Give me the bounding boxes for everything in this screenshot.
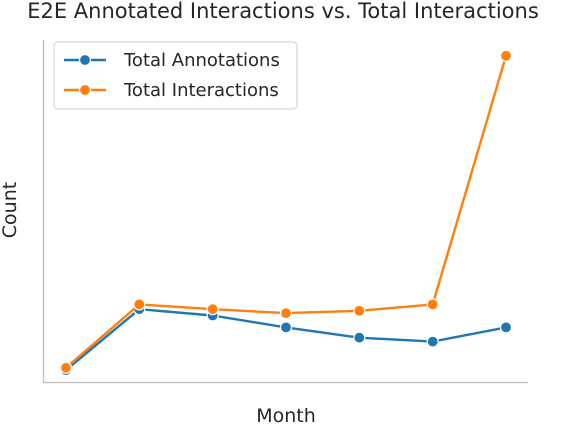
chart-title: E2E Annotated Interactions vs. Total Int…: [27, 0, 539, 23]
data-point-0-5: [426, 335, 439, 348]
x-axis-label: Month: [256, 405, 316, 426]
legend-label-0: Total Annotations: [123, 50, 280, 71]
y-axis-label: Count: [0, 182, 21, 238]
legend-box: [53, 41, 298, 110]
data-point-1-0: [59, 361, 73, 374]
data-point-0-4: [353, 331, 366, 344]
legend-label-1: Total Interactions: [123, 80, 279, 101]
legend: Total Annotations Total Interactions: [53, 41, 298, 110]
data-point-1-4: [353, 304, 366, 317]
data-point-1-5: [426, 298, 439, 311]
legend-marker-1: [78, 83, 92, 97]
data-point-0-6: [499, 321, 513, 334]
data-point-1-6: [499, 49, 513, 62]
data-point-1-3: [279, 307, 293, 320]
data-point-1-2: [206, 303, 219, 316]
data-point-0-3: [279, 321, 293, 334]
series-layer: [59, 49, 513, 377]
legend-marker-0: [78, 53, 92, 67]
data-point-1-1: [133, 298, 146, 311]
